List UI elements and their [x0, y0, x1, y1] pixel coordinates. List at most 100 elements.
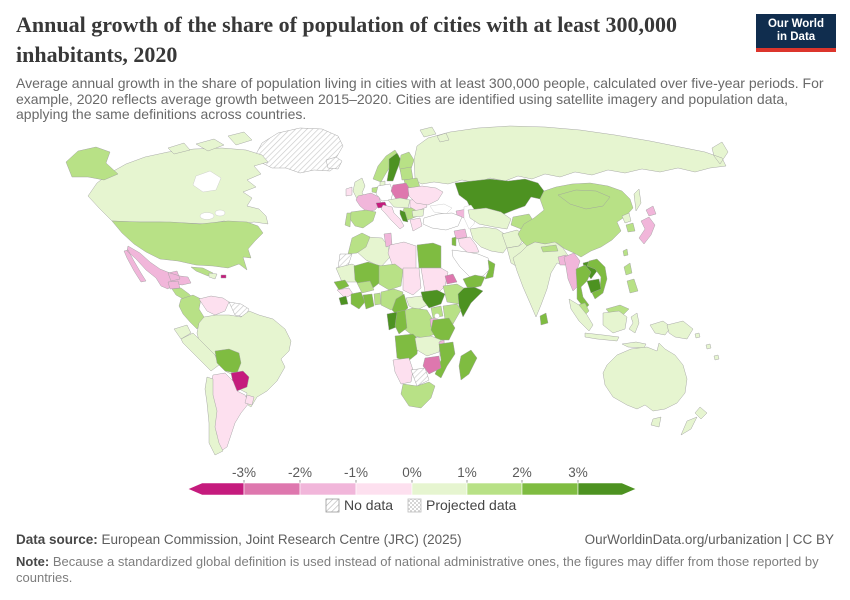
world-choropleth-map [65, 125, 729, 456]
country-oman[interactable] [484, 259, 496, 280]
country-burkina-faso[interactable] [356, 280, 375, 294]
country-ukraine[interactable] [407, 185, 444, 206]
country-angola[interactable] [394, 333, 420, 363]
country-somalia[interactable] [457, 286, 484, 318]
country-ivory-coast[interactable] [350, 291, 366, 310]
country-usa[interactable] [111, 220, 264, 271]
country-poland[interactable] [390, 182, 412, 200]
country-alaska[interactable] [65, 146, 119, 181]
country-japan[interactable] [638, 205, 657, 245]
country-india[interactable] [512, 241, 570, 318]
country-central-europe[interactable] [387, 197, 411, 209]
country-iraq[interactable] [457, 236, 480, 254]
country-taiwan[interactable] [622, 248, 629, 257]
country-chile[interactable] [204, 376, 224, 456]
country-canada[interactable] [87, 147, 269, 225]
country-bolivia[interactable] [214, 348, 242, 374]
country-eritrea[interactable] [444, 273, 458, 285]
country-tanzania[interactable] [430, 317, 456, 341]
lake-victoria [434, 313, 440, 319]
country-niger[interactable] [378, 263, 404, 291]
country-russia[interactable] [413, 125, 729, 185]
country-iran[interactable] [469, 226, 510, 254]
country-croatia-albania[interactable] [399, 209, 409, 223]
country-ecuador[interactable] [173, 324, 192, 340]
legend-tick: 2% [512, 465, 532, 480]
owid-logo[interactable]: Our World in Data [756, 14, 836, 52]
country-turkey[interactable] [422, 212, 463, 231]
country-france[interactable] [355, 192, 382, 213]
country-togo-benin[interactable] [373, 292, 382, 306]
country-congo[interactable] [394, 309, 408, 335]
country-philippines[interactable] [623, 262, 639, 294]
projected-data-swatch[interactable] [407, 498, 422, 513]
legend-bin-2[interactable] [299, 482, 357, 496]
legend-bin-6[interactable] [521, 482, 579, 496]
country-madagascar[interactable] [458, 349, 478, 381]
no-data-swatch[interactable] [325, 498, 340, 513]
country-sweden[interactable] [386, 152, 402, 182]
country-iceland[interactable] [325, 156, 343, 170]
country-new-zealand[interactable] [680, 406, 708, 436]
country-sakhalin[interactable] [633, 188, 642, 212]
country-egypt[interactable] [416, 242, 442, 269]
country-botswana[interactable] [410, 367, 430, 387]
country-indonesia[interactable] [568, 298, 672, 349]
country-south-africa[interactable] [400, 381, 436, 409]
country-south-korea[interactable] [625, 222, 636, 233]
country-uganda[interactable] [430, 305, 444, 319]
country-zambia[interactable] [414, 335, 442, 357]
country-guatemala[interactable] [167, 280, 181, 290]
country-saudi-arabia[interactable] [451, 249, 492, 278]
note-text: Because a standardized global definition… [16, 554, 819, 585]
legend-bin-0[interactable] [187, 482, 245, 496]
legend-tick: -3% [232, 465, 256, 480]
country-baltics[interactable] [399, 166, 414, 181]
legend-bin-4[interactable] [411, 482, 468, 496]
country-south-sudan[interactable] [420, 289, 446, 309]
canada-arctic-island[interactable] [167, 131, 253, 155]
country-pacific-islands[interactable] [694, 332, 720, 361]
legend-bin-1[interactable] [243, 482, 301, 496]
legend-bin-3[interactable] [355, 482, 413, 496]
country-central-asia[interactable] [467, 207, 512, 230]
country-zimbabwe[interactable] [422, 355, 442, 375]
legend-bin-5[interactable] [466, 482, 523, 496]
chart-footer: Data source: European Commission, Joint … [16, 532, 834, 586]
country-australia[interactable] [602, 342, 688, 428]
country-hispaniola[interactable] [208, 272, 218, 280]
country-senegal[interactable] [333, 279, 350, 291]
legend-tick: 1% [457, 465, 477, 480]
country-sierra-leone[interactable] [338, 295, 349, 306]
country-north-korea[interactable] [621, 212, 632, 224]
country-puerto-rico[interactable] [220, 274, 227, 279]
country-thailand[interactable] [575, 264, 592, 310]
country-sri-lanka[interactable] [539, 312, 549, 326]
country-mali[interactable] [353, 261, 384, 289]
no-data-label: No data [344, 497, 393, 513]
country-vietnam[interactable] [586, 258, 608, 300]
country-venezuela[interactable] [198, 295, 230, 316]
country-italy[interactable] [380, 204, 405, 230]
country-ireland[interactable] [345, 186, 353, 197]
country-ghana[interactable] [362, 293, 375, 310]
country-papua-new-guinea[interactable] [666, 320, 694, 340]
country-portugal[interactable] [344, 212, 352, 228]
country-syria[interactable] [453, 228, 468, 240]
country-spain[interactable] [349, 209, 377, 229]
country-nepal[interactable] [540, 244, 559, 253]
country-cambodia[interactable] [586, 278, 602, 294]
country-uruguay[interactable] [244, 394, 255, 406]
country-mexico[interactable] [123, 245, 192, 290]
country-israel-lebanon[interactable] [451, 236, 457, 247]
data-source-label: Data source: [16, 532, 98, 547]
country-greece[interactable] [409, 217, 423, 232]
black-sea [429, 203, 453, 215]
legend-bin-7[interactable] [577, 482, 637, 496]
country-mongolia[interactable] [557, 189, 611, 210]
country-yemen[interactable] [462, 274, 486, 290]
country-chad[interactable] [402, 267, 422, 296]
country-bulgaria[interactable] [411, 208, 425, 218]
country-namibia[interactable] [392, 357, 414, 385]
owid-link[interactable]: OurWorldinData.org/urbanization | CC BY [584, 532, 834, 547]
